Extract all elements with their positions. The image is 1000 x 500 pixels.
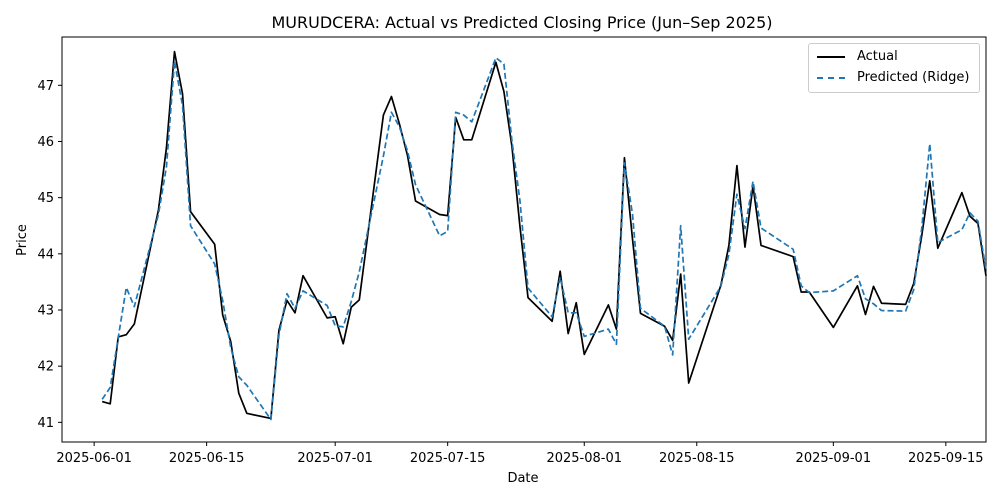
x-tick-label: 2025-06-15 (169, 451, 245, 466)
y-axis-label: Price (15, 224, 30, 256)
x-tick-label: 2025-07-15 (410, 451, 486, 466)
legend-label-predicted: Predicted (Ridge) (857, 70, 970, 85)
x-tick-label: 2025-06-01 (56, 451, 132, 466)
y-tick-label: 44 (37, 247, 54, 262)
series-line-actual (101, 50, 987, 420)
series-line-predicted (101, 56, 987, 421)
legend-item-predicted: Predicted (Ridge) (817, 70, 969, 85)
legend-swatch-predicted (817, 76, 845, 79)
x-tick-label: 2025-08-01 (546, 451, 622, 466)
y-axis: 41 42 43 44 45 46 47 (37, 79, 62, 431)
legend-swatch-actual (817, 55, 845, 58)
legend-label-actual: Actual (857, 49, 898, 64)
x-axis: 2025-06-01 2025-06-15 2025-07-01 2025-07-15… (56, 442, 984, 466)
x-axis-label: Date (507, 471, 538, 486)
x-tick-label: 2025-09-01 (796, 451, 872, 466)
y-tick-label: 42 (37, 360, 54, 375)
y-tick-label: 43 (37, 303, 54, 318)
legend: Actual Predicted (Ridge) (808, 43, 980, 93)
legend-item-actual: Actual (817, 49, 898, 64)
x-tick-label: 2025-07-01 (297, 451, 373, 466)
y-tick-label: 41 (37, 416, 54, 431)
plot-frame (61, 36, 987, 443)
chart-title: MURUDCERA: Actual vs Predicted Closing P… (272, 13, 773, 32)
x-tick-label: 2025-09-15 (908, 451, 984, 466)
series-layer (101, 50, 987, 421)
y-tick-label: 46 (37, 135, 54, 150)
y-tick-label: 45 (37, 191, 54, 206)
x-tick-label: 2025-08-15 (659, 451, 735, 466)
y-tick-label: 47 (37, 79, 54, 94)
